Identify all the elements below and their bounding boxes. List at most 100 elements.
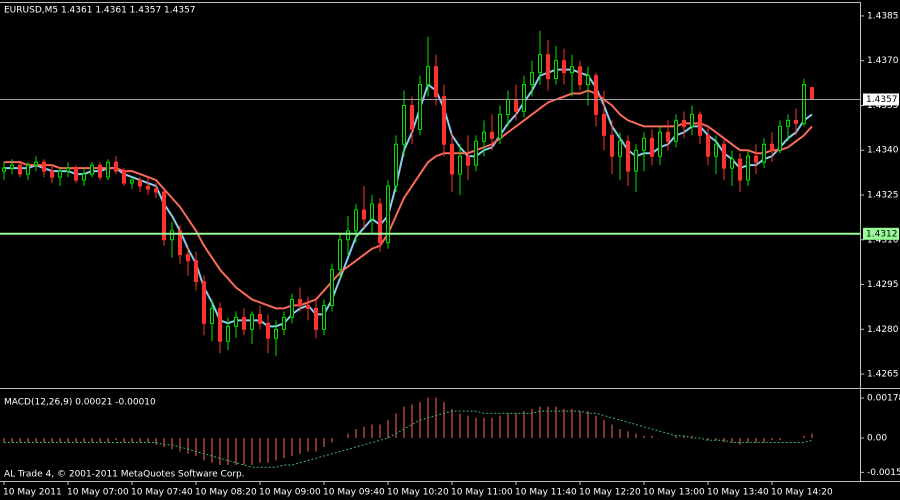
candle-body [266, 322, 270, 339]
candle-body [362, 209, 366, 220]
candle-body [90, 164, 94, 175]
y-tick-label: 0.00178 [867, 394, 900, 404]
candle-body [650, 137, 654, 157]
candle-body [290, 298, 294, 318]
candle-body [114, 161, 118, 172]
x-tick-label: 10 May 10:20 [387, 488, 449, 498]
candle-body [482, 131, 486, 142]
candle-body [466, 155, 470, 166]
candle-body [218, 307, 222, 342]
candle-body [226, 325, 230, 342]
candle-body [530, 72, 534, 86]
candle-body [450, 143, 454, 175]
candle-body [618, 140, 622, 157]
candle-body [746, 155, 750, 181]
candle-body [170, 230, 174, 241]
candle-body [186, 254, 190, 262]
price-label: 1.4312 [866, 229, 898, 239]
candle-body [554, 60, 558, 80]
x-tick-label: 10 May 12:20 [579, 488, 641, 498]
candle-body [490, 131, 494, 139]
candle-body [586, 75, 590, 86]
candle-body [42, 161, 46, 172]
y-tick-label: 1.4265 [867, 370, 899, 380]
x-tick-label: 10 May 13:40 [707, 488, 769, 498]
candle-body [154, 188, 158, 193]
candle-body [202, 281, 206, 324]
candle-body [378, 203, 382, 244]
x-tick-label: 10 May 11:00 [451, 488, 513, 498]
candle-body [258, 313, 262, 324]
candle-body [658, 131, 662, 157]
candle-body [282, 316, 286, 330]
candle-body [506, 99, 510, 115]
candle-body [194, 260, 198, 283]
candle-body [778, 125, 782, 151]
candle-body [642, 137, 646, 151]
x-tick-label: 10 May 07:00 [67, 488, 129, 498]
candle-body [762, 143, 766, 163]
candle-body [418, 84, 422, 130]
y-tick-label: 1.4325 [867, 191, 899, 201]
y-tick-label: 1.4355 [867, 101, 899, 111]
candle-body [242, 316, 246, 330]
candle-body [442, 96, 446, 145]
price-label-box [863, 227, 899, 240]
candle-body [610, 134, 614, 157]
candle-body [546, 54, 550, 80]
candle-body [306, 304, 310, 309]
x-tick-label: 10 May 09:00 [259, 488, 321, 498]
candle-body [410, 104, 414, 130]
candle-body [138, 179, 142, 187]
candle-body [74, 167, 78, 181]
candle-body [562, 60, 566, 74]
x-tick-label: 10 May 13:00 [643, 488, 705, 498]
candle-body [538, 54, 542, 74]
candle-body [634, 149, 638, 172]
candle-body [786, 119, 790, 127]
candle-body [810, 87, 814, 100]
symbol-title: EURUSD,M5 1.4361 1.4361 1.4357 1.4357 [4, 6, 196, 16]
y-tick-label: 1.4310 [867, 235, 899, 245]
plot-layer: 1.4385 1.4370 1.4355 1.4340 1.4325 1.4310 1.42… [0, 11, 900, 498]
x-tick-label: 10 May 2011 [3, 488, 62, 498]
candle-body [18, 164, 22, 175]
candle-body [690, 113, 694, 127]
candle-body [602, 113, 606, 136]
candle-body [330, 269, 334, 306]
candle-body [458, 155, 462, 175]
candle-body [210, 307, 214, 324]
candle-body [162, 191, 166, 241]
candle-body [698, 113, 702, 136]
candle-body [674, 119, 678, 142]
candle-body [666, 131, 670, 142]
candle-body [34, 161, 38, 166]
candle-body [722, 143, 726, 169]
candle-body [386, 185, 390, 244]
candle-body [426, 66, 430, 86]
candle-body [474, 140, 478, 166]
price-label-box [863, 93, 899, 106]
y-tick-label: -0.00153 [867, 468, 900, 478]
candle-body [314, 307, 318, 330]
candle-body [50, 170, 54, 178]
candle-body [66, 167, 70, 172]
candle-body [338, 239, 342, 271]
candle-body [234, 316, 238, 327]
candle-body [106, 161, 110, 178]
candle-body [274, 328, 278, 339]
candle-body [802, 84, 806, 124]
candle-body [514, 99, 518, 112]
candle-body [130, 179, 134, 184]
candle-body [434, 66, 438, 98]
candle-body [322, 304, 326, 330]
x-tick-label: 10 May 11:40 [515, 488, 577, 498]
candle-body [794, 119, 798, 124]
candle-body [146, 185, 150, 190]
candle-body [402, 104, 406, 145]
y-tick-label: 1.4385 [867, 11, 899, 21]
indicator-title: MACD(12,26,9) 0.00021 -0.00010 [4, 398, 156, 408]
y-tick-label: 0.00 [867, 434, 887, 444]
